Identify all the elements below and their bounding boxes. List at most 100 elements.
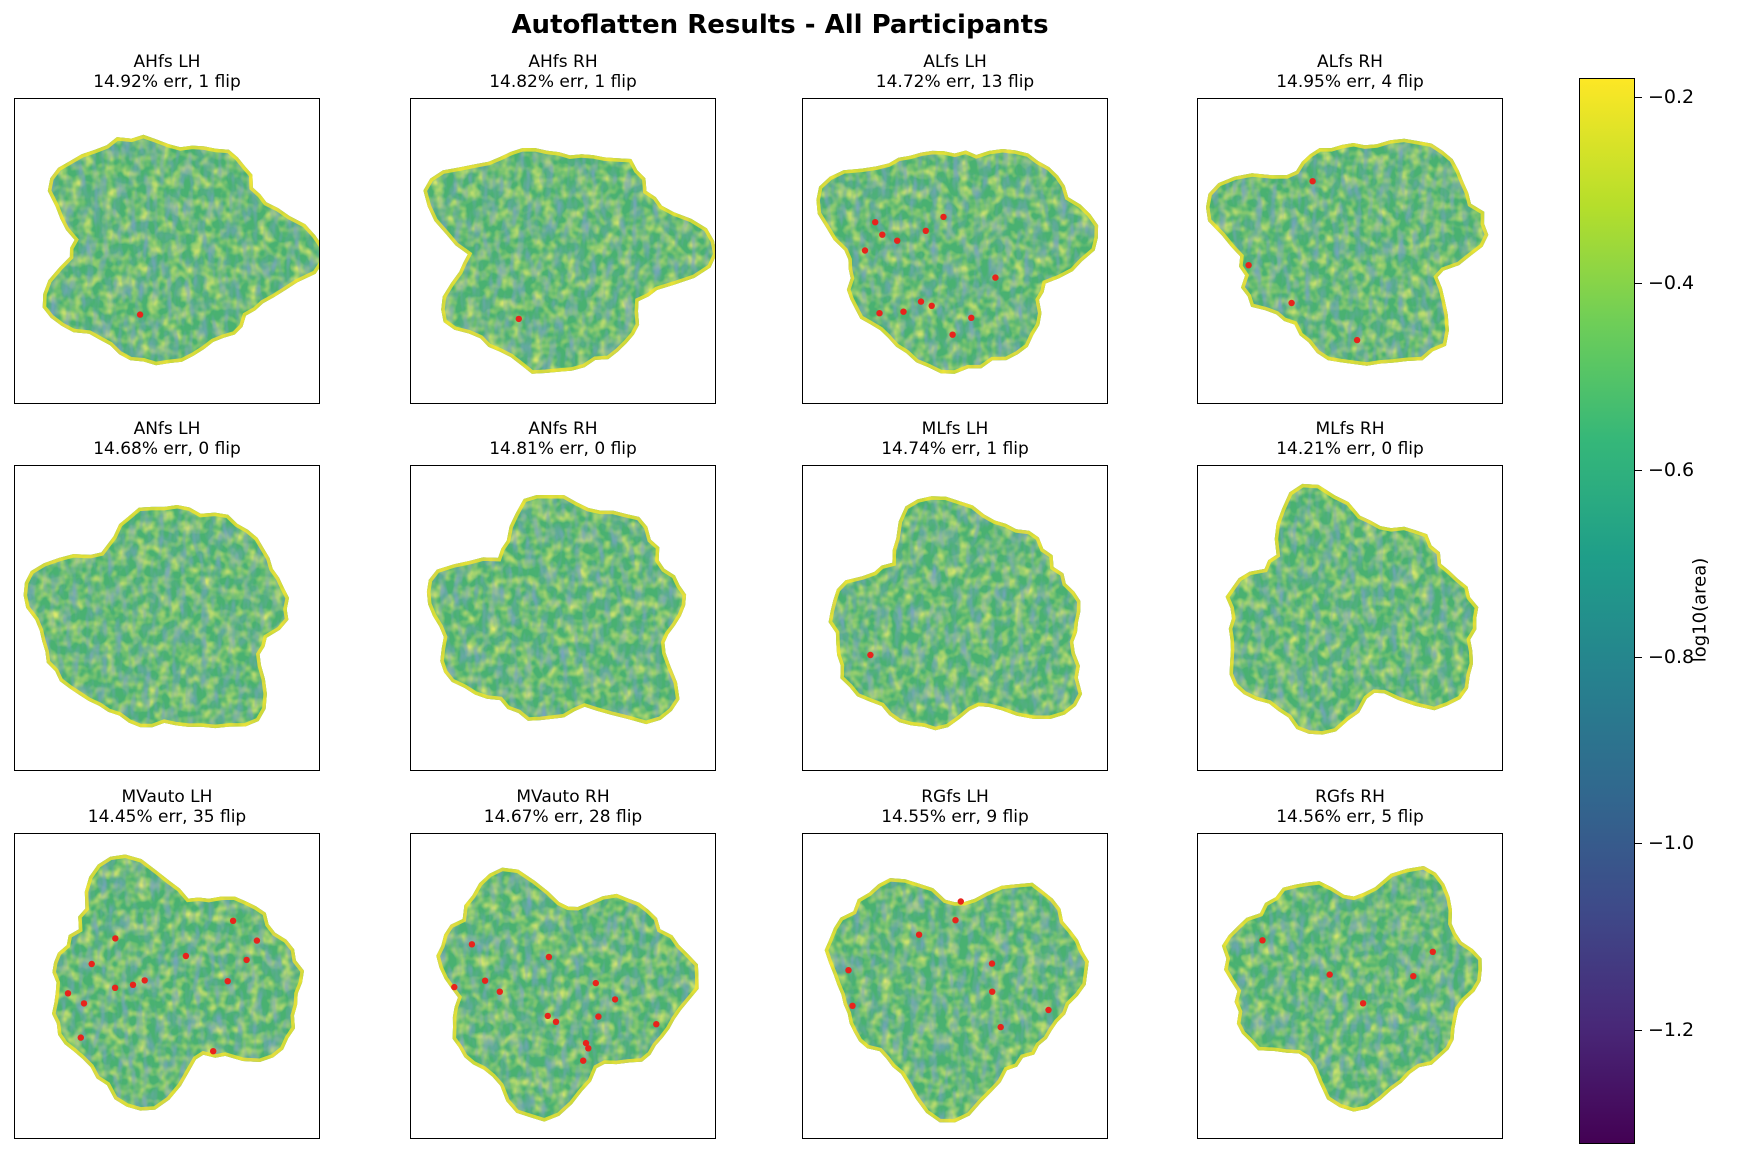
panel-title-line2: 14.95% err, 4 flip — [1276, 72, 1424, 92]
flip-markers — [845, 898, 1052, 1031]
flip-marker — [141, 977, 148, 984]
panel-rgfs-rh: RGfs RH 14.56% err, 5 flip — [1197, 783, 1503, 1139]
flip-marker — [77, 1034, 84, 1041]
flatmap-plot — [816, 149, 1099, 374]
panel-anfs-lh: ANfs LH 14.68% err, 0 flip — [14, 415, 320, 771]
panel-title-line1: MLfs RH — [1315, 419, 1385, 439]
colorbar-tick-label: −0.6 — [1648, 459, 1695, 481]
flatmap-plot — [1225, 483, 1479, 735]
flip-marker — [900, 308, 907, 315]
colorbar-tick-label: −0.4 — [1648, 272, 1695, 295]
flip-marker — [915, 931, 923, 938]
flip-marker — [582, 1039, 590, 1047]
flatmap-axes — [410, 98, 716, 404]
flatmap-surface — [426, 495, 687, 725]
flip-marker — [210, 1048, 217, 1055]
colorbar-tick-label: −1.2 — [1648, 1019, 1695, 1041]
colorbar-tick — [1634, 283, 1642, 285]
panel-title-line1: MVauto RH — [516, 787, 610, 807]
flip-marker — [952, 917, 959, 924]
flip-markers — [136, 311, 144, 318]
flip-marker — [468, 941, 476, 948]
flip-marker — [112, 935, 119, 942]
panel-title: AHfs RH 14.82% err, 1 flip — [410, 48, 716, 92]
flatmap-surface — [52, 854, 304, 1111]
flip-marker — [957, 898, 964, 905]
flip-marker — [1288, 299, 1295, 307]
flip-marker — [1245, 262, 1252, 269]
flip-markers — [64, 917, 261, 1055]
flip-marker — [136, 311, 144, 318]
panel-title: ANfs LH 14.68% err, 0 flip — [14, 415, 320, 459]
panel-rgfs-lh: RGfs LH 14.55% err, 9 flip — [802, 783, 1108, 1139]
flip-marker — [182, 952, 190, 960]
panel-title: ANfs RH 14.81% err, 0 flip — [410, 415, 716, 459]
flatmap-surface — [23, 505, 289, 729]
panel-title: MLfs LH 14.74% err, 1 flip — [802, 415, 1108, 459]
flip-markers — [451, 941, 660, 1064]
panel-title-line1: AHfs RH — [528, 52, 598, 72]
flatmap-plot — [1206, 138, 1489, 366]
flip-marker — [1359, 1000, 1367, 1007]
panel-title-line2: 14.55% err, 9 flip — [881, 807, 1029, 827]
flatmap-axes — [802, 465, 1108, 771]
flip-marker — [129, 981, 137, 988]
flip-marker — [580, 1057, 587, 1064]
flip-marker — [243, 956, 250, 964]
flatmap-axes — [14, 833, 320, 1139]
colorbar-tick-label: −0.8 — [1648, 645, 1695, 668]
flatmap-axes — [410, 833, 716, 1139]
colorbar-tick — [1634, 656, 1642, 658]
panel-title-line1: RGfs RH — [1315, 787, 1385, 807]
panel-title: MLfs RH 14.21% err, 0 flip — [1197, 415, 1503, 459]
panel-mlfs-lh: MLfs LH 14.74% err, 1 flip — [802, 415, 1108, 771]
flip-marker — [653, 1021, 660, 1028]
panel-ahfs-rh: AHfs RH 14.82% err, 1 flip — [410, 48, 716, 404]
flip-marker — [872, 219, 879, 226]
panel-title-line2: 14.81% err, 0 flip — [489, 439, 637, 459]
flip-marker — [894, 237, 901, 244]
flip-marker — [585, 1045, 592, 1052]
flip-marker — [849, 1002, 856, 1009]
flatmap-plot — [824, 878, 1089, 1123]
panel-title-line2: 14.21% err, 0 flip — [1276, 439, 1424, 459]
colorbar-tick — [1634, 843, 1642, 845]
flip-marker — [997, 1023, 1004, 1031]
colorbar-gradient — [1580, 79, 1634, 1143]
flip-markers — [867, 651, 874, 659]
panel-title-line1: MLfs LH — [921, 419, 989, 439]
flatmap-axes — [802, 833, 1108, 1139]
flip-marker — [111, 984, 119, 991]
flip-markers — [1259, 937, 1436, 1007]
flip-marker — [611, 996, 619, 1003]
flip-marker — [1410, 973, 1417, 980]
flip-marker — [940, 213, 947, 221]
flatmap-axes — [410, 465, 716, 771]
colorbar-tick — [1634, 96, 1642, 98]
flip-marker — [949, 331, 956, 338]
flip-marker — [879, 231, 886, 238]
flip-marker — [481, 977, 489, 984]
flip-markers — [515, 315, 522, 323]
flip-marker — [552, 1018, 560, 1025]
colorbar — [1579, 78, 1635, 1144]
panel-title-line1: ALfs LH — [923, 52, 987, 72]
flatmap-axes — [802, 98, 1108, 404]
panel-title-line2: 14.74% err, 1 flip — [881, 439, 1029, 459]
flip-marker — [229, 917, 237, 924]
panel-mvauto-lh: MVauto LH 14.45% err, 35 flip — [14, 783, 320, 1139]
flatmap-plot — [436, 867, 699, 1122]
flatmap-axes — [1197, 465, 1503, 771]
panel-title-line2: 14.45% err, 35 flip — [87, 807, 247, 827]
flip-marker — [451, 983, 458, 991]
colorbar-tick — [1634, 470, 1642, 471]
panel-title: AHfs LH 14.92% err, 1 flip — [14, 48, 320, 92]
flatmap-surface — [1225, 483, 1479, 735]
flip-marker — [545, 953, 553, 961]
panel-title-line2: 14.56% err, 5 flip — [1276, 807, 1424, 827]
panel-title-line2: 14.72% err, 13 flip — [875, 72, 1035, 92]
flip-marker — [1259, 937, 1266, 944]
panel-alfs-rh: ALfs RH 14.95% err, 4 flip — [1197, 48, 1503, 404]
flip-marker — [253, 937, 261, 944]
flip-marker — [1353, 336, 1361, 344]
